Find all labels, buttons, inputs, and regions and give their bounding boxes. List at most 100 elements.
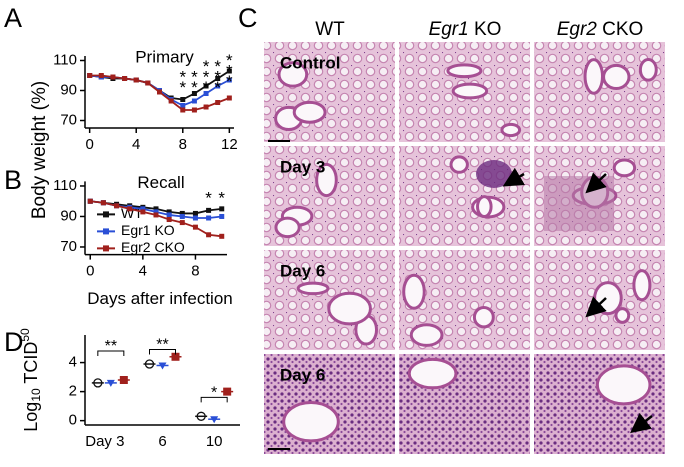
y-axis-label: Log10 TCID50 bbox=[18, 328, 43, 432]
significance-star: * bbox=[226, 61, 233, 80]
point bbox=[192, 210, 198, 216]
arrow bbox=[585, 172, 607, 194]
point bbox=[106, 379, 115, 387]
column-header: Egr2 CKO bbox=[557, 19, 644, 40]
column-header: Egr1 KO bbox=[429, 19, 502, 40]
significance-star: * bbox=[203, 78, 210, 97]
point bbox=[192, 215, 198, 221]
point bbox=[203, 83, 209, 89]
point bbox=[157, 89, 162, 95]
x-tick-label: 0 bbox=[86, 263, 94, 280]
chart-title: Primary bbox=[135, 47, 194, 66]
point bbox=[191, 98, 197, 104]
significance-bracket bbox=[97, 350, 125, 356]
point bbox=[153, 206, 159, 212]
point bbox=[226, 95, 232, 101]
legend-label: Egr2 CKO bbox=[121, 239, 185, 255]
y-tick-label: 110 bbox=[53, 51, 77, 68]
point bbox=[206, 232, 212, 238]
point bbox=[166, 217, 172, 223]
significance-star: * bbox=[211, 385, 217, 402]
point bbox=[119, 376, 128, 384]
point bbox=[133, 77, 139, 83]
significance-star: * bbox=[179, 78, 186, 97]
significance-star: * bbox=[214, 57, 221, 76]
arrow bbox=[630, 412, 653, 434]
airway bbox=[282, 400, 340, 443]
point bbox=[226, 77, 232, 83]
point bbox=[100, 200, 106, 206]
gene-name: Egr2 bbox=[557, 19, 598, 40]
y-tick-label: 70 bbox=[60, 111, 77, 128]
airway bbox=[500, 122, 522, 138]
airway bbox=[476, 195, 493, 219]
point bbox=[191, 91, 197, 96]
column-header: WT bbox=[315, 19, 345, 40]
infiltrate bbox=[544, 176, 614, 231]
airway bbox=[632, 269, 652, 302]
row-label: Day 3 bbox=[280, 157, 325, 176]
column-suffix: CKO bbox=[597, 19, 643, 40]
point bbox=[219, 206, 225, 212]
airway bbox=[638, 57, 658, 82]
significance-star: * bbox=[226, 72, 233, 91]
point bbox=[168, 98, 174, 104]
point bbox=[179, 210, 185, 216]
point bbox=[210, 416, 219, 424]
point bbox=[192, 224, 198, 230]
y-tick-label: 0 bbox=[69, 412, 77, 429]
point bbox=[203, 104, 209, 110]
legend-marker bbox=[103, 228, 109, 235]
panel-letter: D bbox=[4, 327, 24, 357]
airway bbox=[449, 155, 469, 174]
significance-bracket bbox=[149, 349, 176, 355]
panel-letter: C bbox=[238, 3, 258, 33]
x-tick-label: 0 bbox=[85, 136, 93, 153]
point bbox=[153, 212, 159, 218]
row-label: Day 6 bbox=[280, 365, 325, 384]
micrograph bbox=[534, 42, 665, 142]
point bbox=[144, 359, 155, 369]
significance-star: * bbox=[214, 67, 221, 86]
airway bbox=[595, 364, 652, 406]
legend-label: Egr1 KO bbox=[121, 222, 175, 238]
airway bbox=[612, 158, 637, 178]
airway bbox=[315, 162, 338, 198]
gene-name: Egr1 bbox=[429, 19, 469, 40]
significance-star: * bbox=[226, 51, 233, 70]
point bbox=[171, 352, 180, 361]
x-axis-label: Days after infection bbox=[87, 289, 233, 308]
significance-star: * bbox=[218, 189, 225, 208]
column-suffix: WT bbox=[315, 19, 345, 40]
airway bbox=[593, 281, 623, 316]
arrow bbox=[502, 167, 525, 187]
legend-marker bbox=[103, 245, 109, 252]
x-tick-label: 10 bbox=[206, 433, 223, 450]
point bbox=[215, 100, 221, 105]
airway bbox=[446, 63, 483, 79]
y-label-part: 10 bbox=[29, 388, 43, 402]
row-label: Day 6 bbox=[280, 261, 325, 280]
point bbox=[87, 73, 93, 78]
point bbox=[127, 206, 133, 212]
point bbox=[180, 107, 186, 113]
point bbox=[191, 107, 197, 113]
airway bbox=[402, 273, 426, 310]
y-tick-label: 4 bbox=[69, 354, 77, 371]
significance-star: * bbox=[191, 67, 198, 86]
significance-star: * bbox=[214, 78, 221, 97]
x-tick-label: 8 bbox=[179, 136, 187, 153]
point bbox=[223, 387, 232, 396]
y-tick-label: 110 bbox=[53, 177, 77, 194]
airway bbox=[274, 216, 301, 239]
y-tick-label: 90 bbox=[60, 207, 77, 224]
point bbox=[215, 83, 221, 89]
legend-marker bbox=[103, 211, 109, 218]
airway bbox=[614, 307, 631, 324]
arrow bbox=[585, 296, 607, 318]
point bbox=[203, 91, 209, 96]
point bbox=[122, 76, 128, 81]
airway bbox=[277, 61, 309, 88]
significance-star: * bbox=[203, 67, 210, 86]
